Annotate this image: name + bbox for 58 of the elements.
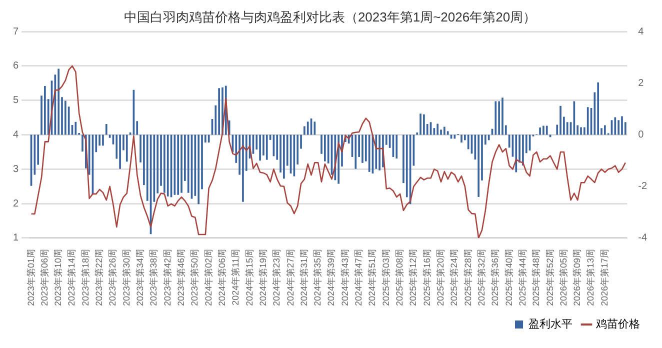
x-tick-label: 2023年第42周 (162, 248, 172, 306)
x-tick-label: 2026年第09周 (572, 248, 582, 306)
x-tick-label: 2025年第24周 (449, 248, 460, 306)
x-tick-label: 2023年第01周 (26, 248, 36, 306)
x-tick-label: 2025年第36周 (490, 248, 500, 306)
x-tick-label: 2025年第32周 (476, 248, 486, 306)
legend-label: 鸡苗价格 (595, 318, 640, 331)
x-tick-label: 2023年第10周 (53, 248, 64, 306)
x-tick-label: 2025年第52周 (544, 248, 555, 306)
x-tick-label: 2024年第51周 (367, 248, 378, 306)
x-tick-label: 2024年第06周 (216, 248, 227, 306)
y2-tick-label: 2 (638, 78, 644, 89)
x-tick-label: 2023年第38周 (148, 248, 159, 306)
x-tick-label: 2023年第18周 (80, 248, 90, 306)
y-tick-label: 3 (13, 164, 19, 175)
x-tick-label: 2025年第16周 (422, 248, 432, 306)
y2-tick-label: -4 (638, 232, 648, 244)
y-tick-label: 4 (13, 130, 19, 141)
x-tick-label: 2024年第35周 (312, 248, 323, 306)
y-tick-label: 2 (13, 198, 19, 210)
x-tick-label: 2025年第08周 (394, 248, 405, 306)
x-tick-label: 2025年第44周 (517, 248, 528, 306)
x-tick-label: 2024年第43周 (340, 248, 350, 306)
x-tick-label: 2024年第11周 (230, 248, 241, 306)
x-tick-label: 2024年第31周 (298, 248, 309, 306)
x-tick-label: 2023年第30周 (121, 248, 132, 306)
y2-tick-label: 0 (638, 130, 644, 141)
x-tick-label: 2024年第15周 (244, 248, 254, 306)
x-tick-label: 2025年第20周 (436, 248, 446, 306)
y-tick-label: 6 (13, 60, 19, 72)
y-tick-label: 5 (13, 95, 19, 106)
x-tick-label: 2023年第50周 (190, 248, 200, 306)
x-tick-label: 2023年第26周 (108, 248, 118, 306)
y2-tick-label: -2 (638, 181, 648, 192)
x-tick-label: 2026年第17周 (599, 248, 610, 306)
x-tick-label: 2023年第14周 (66, 248, 77, 306)
x-tick-label: 2025年第28周 (462, 248, 473, 306)
y-tick-label: 1 (13, 232, 19, 244)
x-tick-label: 2023年第46周 (176, 248, 186, 306)
x-tick-label: 2023年第06周 (39, 248, 50, 306)
legend-label: 盈利水平 (528, 318, 572, 331)
x-tick-label: 2026年第13周 (586, 248, 596, 306)
x-tick-label: 2025年第03周 (380, 248, 391, 306)
x-tick-label: 2024年第27周 (285, 248, 296, 306)
x-tick-label: 2024年第39周 (326, 248, 336, 306)
y-tick-label: 7 (13, 26, 19, 38)
x-tick-label: 2025年第12周 (408, 248, 418, 306)
x-tick-label: 2023年第22周 (94, 248, 104, 306)
y2-tick-label: 4 (638, 26, 644, 38)
x-tick-label: 2023年第34周 (135, 248, 146, 306)
x-tick-label: 2025年第40周 (504, 248, 514, 306)
x-tick-label: 2024年第23周 (272, 248, 282, 306)
x-tick-label: 2024年第02周 (203, 248, 214, 306)
x-tick-label: 2026年第05周 (558, 248, 568, 306)
chart-title: 中国白羽肉鸡苗价格与肉鸡盈利对比表（2023年第1周~2026年第20周） (124, 9, 536, 24)
x-tick-label: 2025年第48周 (531, 248, 542, 306)
x-tick-label: 2024年第47周 (354, 248, 364, 306)
x-tick-label: 2024年第19周 (258, 248, 268, 306)
